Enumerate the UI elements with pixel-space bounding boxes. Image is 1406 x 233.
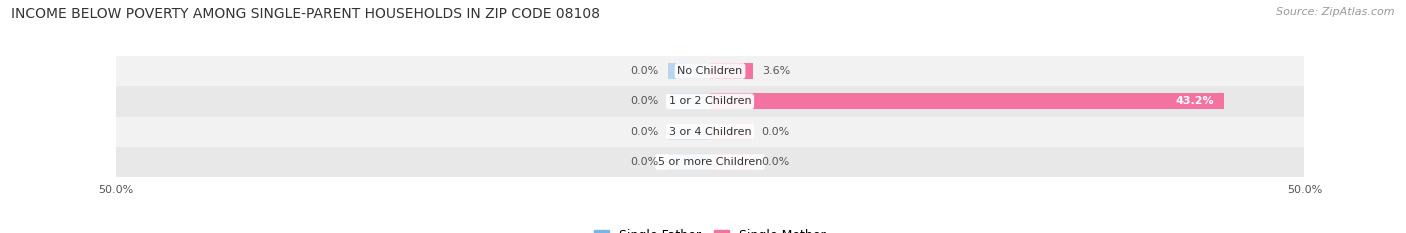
Text: No Children: No Children — [678, 66, 742, 76]
Text: 3.6%: 3.6% — [762, 66, 790, 76]
Text: 0.0%: 0.0% — [631, 96, 659, 106]
Text: 1 or 2 Children: 1 or 2 Children — [669, 96, 751, 106]
Bar — [710, 63, 752, 79]
Bar — [115, 56, 1305, 86]
Text: INCOME BELOW POVERTY AMONG SINGLE-PARENT HOUSEHOLDS IN ZIP CODE 08108: INCOME BELOW POVERTY AMONG SINGLE-PARENT… — [11, 7, 600, 21]
Text: 43.2%: 43.2% — [1175, 96, 1213, 106]
Bar — [115, 147, 1305, 177]
Text: 3 or 4 Children: 3 or 4 Children — [669, 127, 751, 137]
Text: 0.0%: 0.0% — [761, 127, 789, 137]
Bar — [115, 116, 1305, 147]
Bar — [710, 154, 752, 170]
Bar — [668, 124, 710, 140]
Bar — [668, 154, 710, 170]
Bar — [710, 93, 1223, 109]
Bar — [668, 63, 710, 79]
Text: 0.0%: 0.0% — [631, 127, 659, 137]
Text: 0.0%: 0.0% — [761, 157, 789, 167]
Bar — [668, 93, 710, 109]
Text: 0.0%: 0.0% — [631, 66, 659, 76]
Text: 0.0%: 0.0% — [631, 157, 659, 167]
Bar — [710, 124, 752, 140]
Legend: Single Father, Single Mother: Single Father, Single Mother — [589, 224, 831, 233]
Bar — [115, 86, 1305, 116]
Text: Source: ZipAtlas.com: Source: ZipAtlas.com — [1277, 7, 1395, 17]
Text: 5 or more Children: 5 or more Children — [658, 157, 762, 167]
